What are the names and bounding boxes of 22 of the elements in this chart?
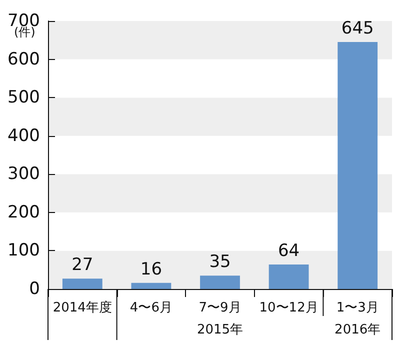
data-label: 16 — [140, 259, 162, 280]
x-tick-label: 2014年度 — [52, 300, 112, 316]
y-tick-label: 400 — [8, 126, 40, 146]
bar — [338, 42, 378, 289]
bar — [62, 278, 102, 289]
y-tick-label: 600 — [8, 49, 40, 70]
y-tick-label: 100 — [8, 240, 40, 261]
data-label: 64 — [278, 240, 300, 261]
y-tick-label: 0 — [29, 279, 40, 299]
y-tick-label: 300 — [8, 164, 40, 184]
x-tick-label: 1〜3月 2016年 — [334, 300, 381, 338]
x-tick-label: 7〜9月 2015年 — [196, 300, 244, 338]
x-tick-label: 10〜12月 — [259, 300, 318, 316]
data-label: 35 — [209, 252, 231, 272]
data-label: 645 — [341, 18, 374, 39]
data-label: 27 — [72, 255, 94, 276]
bar — [268, 264, 309, 289]
bar — [200, 276, 240, 289]
y-tick-label: 200 — [8, 202, 40, 222]
y-tick-label: 500 — [8, 88, 40, 108]
bar — [131, 282, 172, 289]
x-tick-label: 4〜6月 — [130, 300, 172, 316]
